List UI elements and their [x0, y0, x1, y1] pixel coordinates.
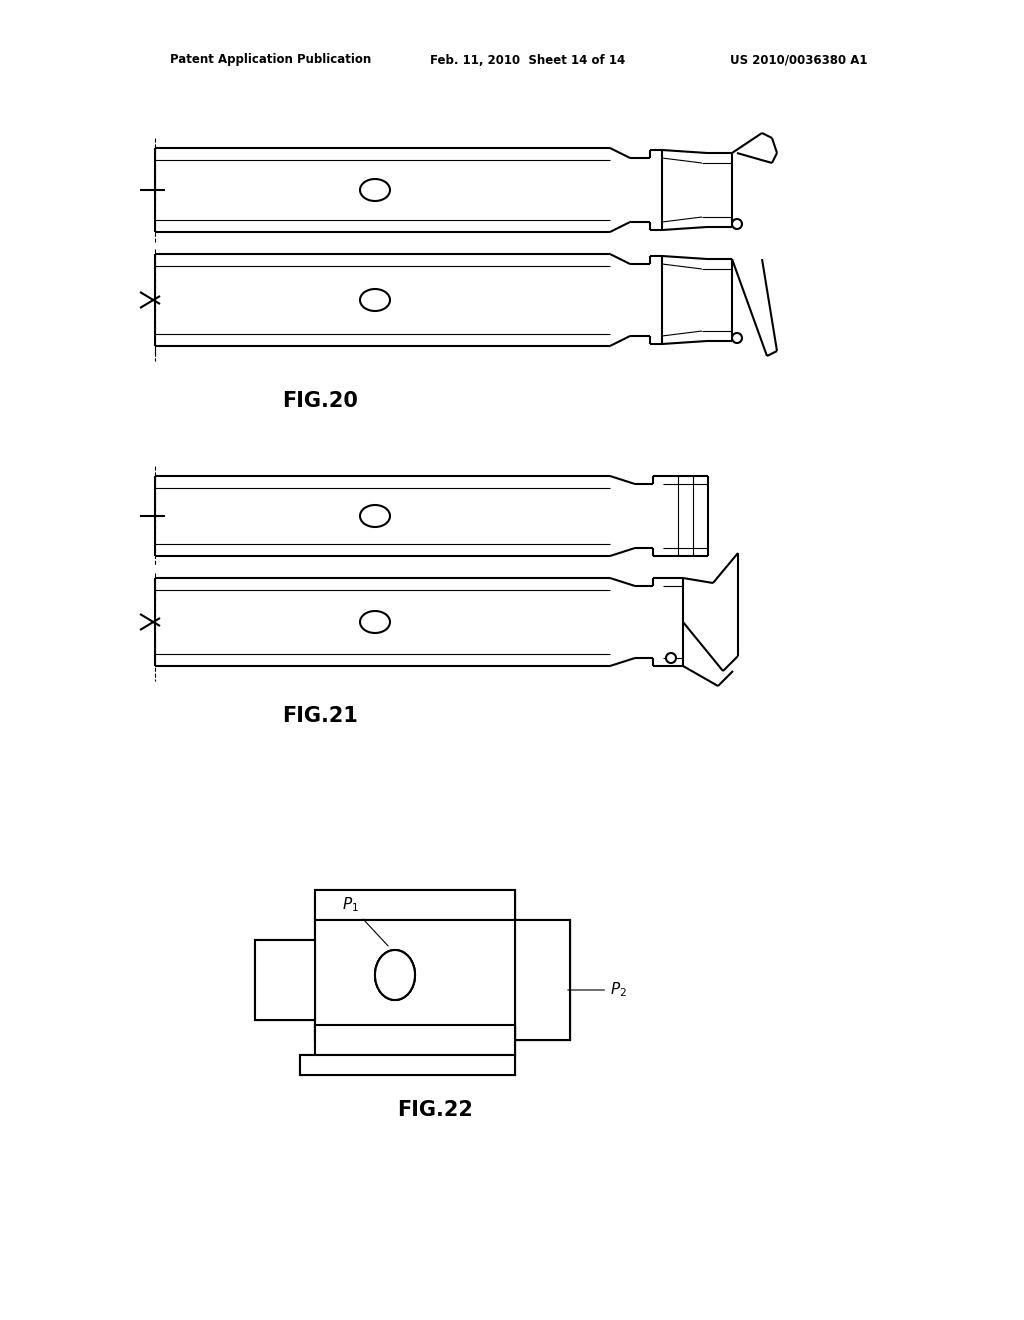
Ellipse shape [360, 289, 390, 312]
Bar [515, 960, 562, 995]
Bar [375, 920, 415, 950]
Bar [255, 940, 315, 1020]
Text: Feb. 11, 2010  Sheet 14 of 14: Feb. 11, 2010 Sheet 14 of 14 [430, 54, 626, 66]
Bar [558, 920, 570, 1040]
Bar [315, 890, 515, 920]
Bar [515, 920, 570, 1040]
Ellipse shape [375, 950, 415, 1001]
Bar [315, 1026, 515, 1055]
Ellipse shape [375, 950, 415, 1001]
Ellipse shape [375, 950, 415, 1001]
Bar [315, 920, 515, 1040]
Bar [375, 1001, 415, 1040]
Bar [255, 940, 315, 1020]
Circle shape [666, 653, 676, 663]
Bar [517, 962, 560, 993]
Text: $P_2$: $P_2$ [567, 981, 627, 999]
Ellipse shape [360, 506, 390, 527]
Text: FIG.20: FIG.20 [282, 391, 358, 411]
Text: US 2010/0036380 A1: US 2010/0036380 A1 [730, 54, 867, 66]
Bar [315, 920, 515, 1040]
Bar [527, 995, 558, 1040]
Text: FIG.22: FIG.22 [397, 1100, 473, 1119]
Bar [415, 920, 515, 1040]
Bar [527, 920, 558, 960]
Bar [315, 890, 515, 920]
Ellipse shape [360, 180, 390, 201]
Bar [300, 1055, 515, 1074]
Bar [515, 920, 527, 1040]
Bar [315, 890, 515, 920]
Text: $P_1$: $P_1$ [342, 896, 388, 946]
Bar [315, 1026, 515, 1055]
Bar [315, 1026, 515, 1055]
Circle shape [732, 219, 742, 228]
Bar [300, 1055, 515, 1074]
Ellipse shape [360, 611, 390, 634]
Bar [515, 920, 570, 1040]
Text: Patent Application Publication: Patent Application Publication [170, 54, 372, 66]
Bar [255, 940, 315, 1020]
Circle shape [732, 333, 742, 343]
Bar [315, 920, 375, 1040]
Text: FIG.21: FIG.21 [282, 706, 358, 726]
